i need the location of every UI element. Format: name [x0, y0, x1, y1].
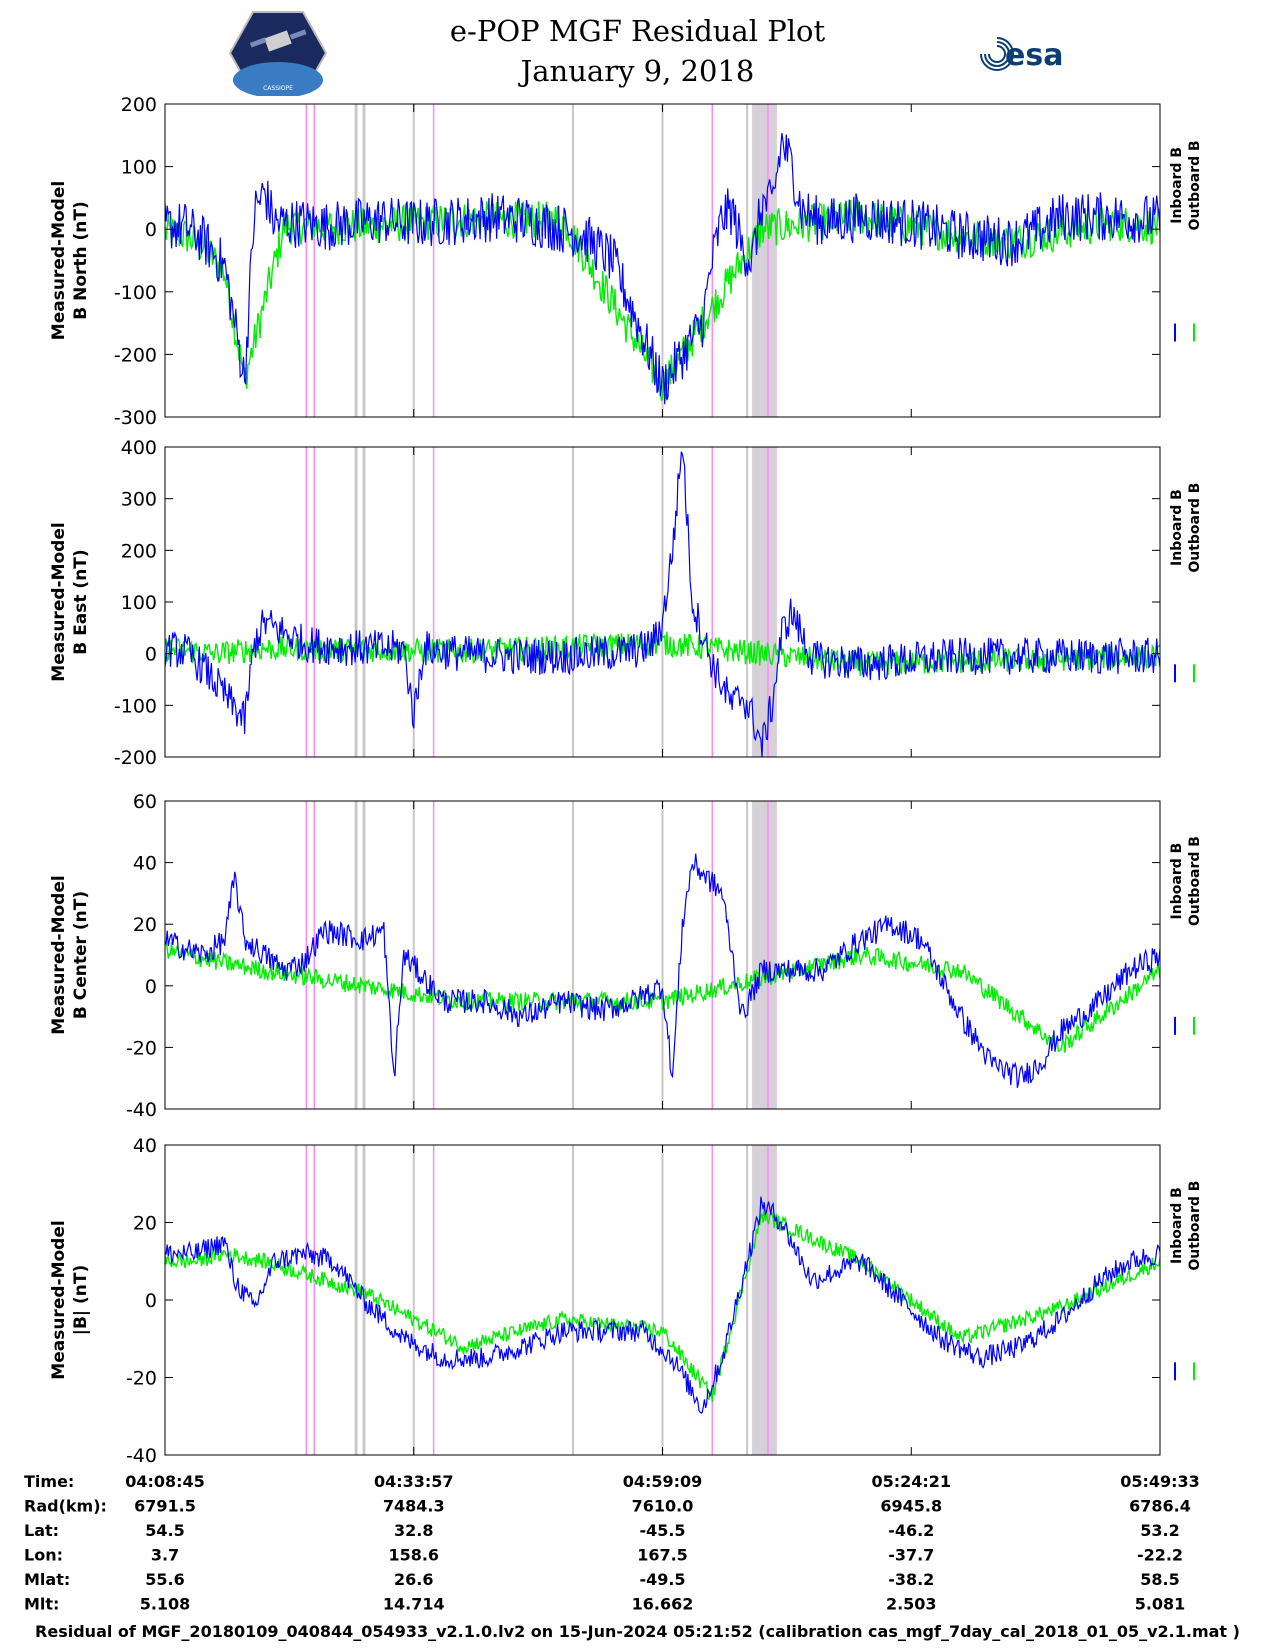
y-tick-label: 60	[133, 791, 157, 813]
y-axis-label: B Center (nT)	[71, 891, 91, 1019]
shaded-interval	[752, 801, 777, 1109]
ephemeris-value: 53.2	[1140, 1521, 1179, 1540]
y-tick-label: -200	[114, 747, 157, 769]
time-tick-label: 05:49:33	[1120, 1472, 1200, 1491]
y-tick-label: 0	[145, 219, 157, 241]
y-axis-label: |B| (nT)	[71, 1265, 91, 1336]
y-tick-label: 20	[133, 1213, 157, 1235]
ephemeris-value: 58.5	[1140, 1570, 1179, 1589]
panel-3: -40 -20 0 20 40 60 Measured-Model B Center (nT)…	[49, 791, 1203, 1121]
y-axis-label: Measured-Model	[49, 875, 69, 1034]
panel-2: -200 -100 0 100 200 300 400 Measured-Model B Eas…	[49, 437, 1203, 769]
ephemeris-row-label: Time:	[24, 1472, 74, 1491]
y-tick-label: 200	[121, 540, 157, 562]
ephemeris-value: 55.6	[145, 1570, 184, 1589]
y-tick-label: 0	[145, 976, 157, 998]
y-tick-label: 0	[145, 1290, 157, 1312]
y-axis-label: Measured-Model	[49, 181, 69, 340]
y-axis-label: Measured-Model	[49, 522, 69, 681]
y-tick-label: 400	[121, 437, 157, 459]
ephemeris-row-label: Mlat:	[24, 1570, 70, 1589]
ephemeris-value: -46.2	[888, 1521, 934, 1540]
ephemeris-value: 6945.8	[880, 1497, 942, 1516]
y-tick-label: -100	[114, 695, 157, 717]
ephemeris-value: 167.5	[637, 1546, 688, 1565]
legend-label-outboard: Outboard B	[1187, 1181, 1203, 1271]
ephemeris-value: 7610.0	[632, 1497, 694, 1516]
shaded-interval	[752, 1145, 777, 1455]
panel-1: -300 -200 -100 0 100 200 Measured-Model B North…	[49, 94, 1203, 429]
ephemeris-value: 16.662	[632, 1595, 694, 1614]
ephemeris-row-label: Rad(km):	[24, 1497, 107, 1516]
y-tick-label: -40	[126, 1099, 157, 1121]
ephemeris-value: -37.7	[888, 1546, 934, 1565]
outboard-series-line	[164, 1209, 1161, 1403]
cassiope-logo-text: CASSIOPE	[263, 85, 293, 92]
time-tick-label: 04:59:09	[623, 1472, 703, 1491]
ephemeris-value: 5.081	[1135, 1595, 1186, 1614]
ephemeris-value: 14.714	[383, 1595, 445, 1614]
ephemeris-value: 158.6	[388, 1546, 439, 1565]
y-tick-label: 40	[133, 1135, 157, 1157]
inboard-series-line	[164, 133, 1161, 405]
ephemeris-value: -45.5	[639, 1521, 685, 1540]
ephemeris-value: -49.5	[639, 1570, 685, 1589]
ephemeris-row-label: Lon:	[24, 1546, 63, 1565]
inboard-series-line	[164, 853, 1161, 1088]
y-tick-label: 100	[121, 592, 157, 614]
legend-label-inboard: Inboard B	[1169, 489, 1185, 566]
ephemeris-table: Time: 04:08:45 04:33:57 04:59:09 05:24:21 05:…	[24, 1472, 1200, 1614]
y-axis-label: B East (nT)	[71, 549, 91, 654]
legend-label-outboard: Outboard B	[1187, 836, 1203, 926]
time-tick-label: 04:08:45	[125, 1472, 205, 1491]
legend-label-outboard: Outboard B	[1187, 140, 1203, 230]
y-tick-label: -20	[126, 1368, 157, 1390]
ephemeris-value: 5.108	[140, 1595, 191, 1614]
ephemeris-value: 6791.5	[134, 1497, 196, 1516]
ephemeris-value: 2.503	[886, 1595, 937, 1614]
chart-subtitle: January 9, 2018	[520, 54, 755, 88]
ephemeris-row-label: Mlt:	[24, 1595, 59, 1614]
time-tick-label: 04:33:57	[374, 1472, 454, 1491]
y-tick-label: 40	[133, 853, 157, 875]
outboard-series-line	[164, 631, 1161, 677]
y-tick-label: -20	[126, 1037, 157, 1059]
y-tick-label: 300	[121, 489, 157, 511]
legend-label-inboard: Inboard B	[1169, 1187, 1185, 1264]
y-axis-label: Measured-Model	[49, 1220, 69, 1379]
panel-4: -40 -20 0 20 40 Measured-Model |B| (nT) Inboard…	[49, 1135, 1203, 1467]
ephemeris-value: -38.2	[888, 1570, 934, 1589]
esa-logo: esa	[980, 37, 1063, 73]
inboard-series-line	[164, 451, 1161, 758]
ephemeris-row-label: Lat:	[24, 1521, 59, 1540]
footer-note: Residual of MGF_20180109_040844_054933_v…	[35, 1622, 1240, 1641]
ephemeris-value: 54.5	[145, 1521, 184, 1540]
legend-label-inboard: Inboard B	[1169, 843, 1185, 920]
inboard-series-line	[164, 1196, 1161, 1414]
ephemeris-value: 6786.4	[1129, 1497, 1191, 1516]
ephemeris-value: 7484.3	[383, 1497, 445, 1516]
chart-title: e-POP MGF Residual Plot	[449, 14, 826, 48]
ephemeris-value: 32.8	[394, 1521, 433, 1540]
y-tick-label: 100	[121, 157, 157, 179]
ephemeris-value: 3.7	[151, 1546, 179, 1565]
y-tick-label: 0	[145, 644, 157, 666]
y-axis-label: B North (nT)	[71, 201, 91, 320]
y-tick-label: -200	[114, 344, 157, 366]
shaded-interval	[752, 104, 777, 417]
y-tick-label: 20	[133, 914, 157, 936]
y-tick-label: -100	[114, 282, 157, 304]
outboard-series-line	[164, 941, 1161, 1053]
cassiope-logo: CASSIOPE	[228, 11, 328, 96]
time-tick-label: 05:24:21	[871, 1472, 951, 1491]
ephemeris-value: -22.2	[1137, 1546, 1183, 1565]
legend-label-inboard: Inboard B	[1169, 147, 1185, 224]
y-tick-label: -300	[114, 407, 157, 429]
ephemeris-value: 26.6	[394, 1570, 433, 1589]
y-tick-label: 200	[121, 94, 157, 116]
esa-logo-text: esa	[1005, 38, 1063, 73]
legend-label-outboard: Outboard B	[1187, 483, 1203, 573]
y-tick-label: -40	[126, 1445, 157, 1467]
